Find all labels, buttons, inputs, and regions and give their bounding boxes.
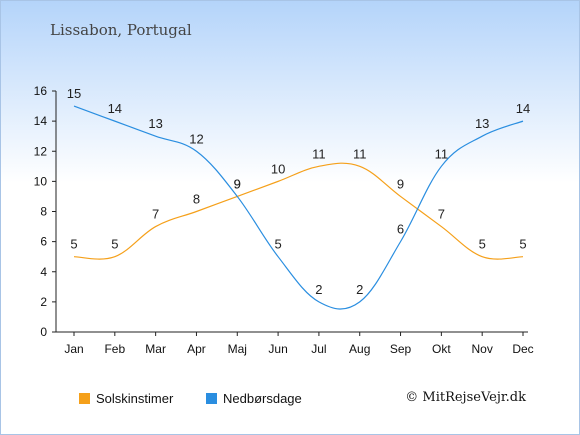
data-label-sunshine: 5 [111, 237, 118, 252]
copyright-text: © MitRejseVejr.dk [405, 390, 526, 405]
x-tick-label: Jun [268, 342, 287, 356]
data-label-rain-days: 5 [274, 237, 281, 252]
data-label-sunshine: 7 [438, 207, 445, 222]
x-tick-label: Maj [228, 342, 247, 356]
y-tick-label: 0 [40, 325, 47, 339]
x-tick-label: Jul [311, 342, 326, 356]
x-tick-label: Jan [64, 342, 83, 356]
data-label-sunshine: 11 [353, 146, 367, 161]
data-label-sunshine: 11 [312, 146, 326, 161]
x-tick-label: Okt [432, 342, 451, 356]
data-label-rain-days: 13 [475, 116, 489, 131]
y-tick-label: 10 [34, 174, 48, 188]
data-label-sunshine: 5 [70, 237, 77, 252]
data-label-rain-days: 14 [516, 101, 530, 116]
y-tick-label: 4 [40, 265, 47, 279]
y-tick-label: 12 [34, 144, 48, 158]
data-label-rain-days: 2 [356, 282, 363, 297]
data-label-rain-days: 6 [397, 222, 404, 237]
data-label-rain-days: 14 [108, 101, 122, 116]
data-label-sunshine: 9 [397, 176, 404, 191]
data-label-sunshine: 5 [479, 237, 486, 252]
legend-item-sunshine: Solskinstimer [79, 391, 173, 406]
y-tick-label: 2 [40, 295, 47, 309]
data-label-rain-days: 13 [148, 116, 162, 131]
x-tick-label: Aug [349, 342, 370, 356]
data-label-sunshine: 10 [271, 161, 285, 176]
legend-swatch-sunshine [79, 393, 90, 404]
data-label-rain-days: 15 [67, 86, 81, 101]
y-tick-label: 16 [34, 84, 48, 98]
legend-swatch-rain-days [206, 393, 217, 404]
data-label-rain-days: 11 [435, 146, 449, 161]
data-label-sunshine: 5 [519, 237, 526, 252]
data-label-rain-days: 12 [189, 131, 203, 146]
x-tick-label: Feb [104, 342, 125, 356]
data-label-sunshine: 7 [152, 207, 159, 222]
series-line-sunshine [73, 162, 524, 260]
y-tick-label: 14 [34, 114, 48, 128]
legend-item-rain-days: Nedbørsdage [206, 391, 302, 406]
data-label-rain-days: 2 [315, 282, 322, 297]
x-tick-label: Nov [472, 342, 493, 356]
y-tick-label: 6 [40, 235, 47, 249]
legend-label-rain-days: Nedbørsdage [223, 391, 302, 406]
series-line-rain-days [73, 105, 524, 310]
data-label-sunshine: 8 [193, 192, 200, 207]
data-label-sunshine: 9 [234, 176, 241, 191]
x-tick-label: Mar [145, 342, 166, 356]
y-tick-label: 8 [40, 205, 47, 219]
legend-label-sunshine: Solskinstimer [96, 391, 174, 406]
x-tick-label: Apr [187, 342, 206, 356]
chart-title: Lissabon, Portugal [50, 21, 192, 39]
x-tick-label: Dec [512, 342, 533, 356]
data-label-rain-days: 9 [234, 176, 241, 191]
x-tick-label: Sep [390, 342, 412, 356]
